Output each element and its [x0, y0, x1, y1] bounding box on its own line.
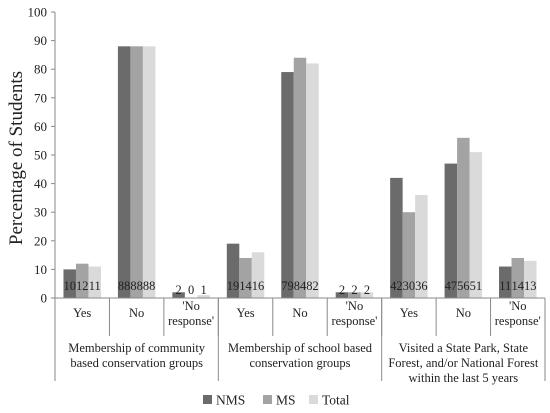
category-label: 'No [182, 299, 200, 313]
data-label: 14 [512, 279, 525, 293]
data-label: 30 [403, 279, 416, 293]
data-label: 36 [415, 279, 428, 293]
bar [402, 212, 416, 298]
bar [130, 46, 143, 298]
category-label: Yes [236, 306, 254, 320]
data-label: 88 [143, 279, 156, 293]
category-label: 'No [346, 299, 364, 313]
bar [469, 152, 483, 298]
data-label: 51 [470, 279, 483, 293]
bar [348, 292, 361, 298]
data-label: 11 [499, 279, 511, 293]
bar [524, 260, 537, 298]
legend-swatch [203, 395, 212, 404]
legend-swatch [309, 395, 318, 404]
category-label: response' [168, 314, 214, 328]
y-tick-label: 70 [34, 90, 47, 105]
data-labels: 10 12 11 88 88 88 2 0 1 19 14 16 79 84 82 2 2 2 42 30 36 47 56… [63, 279, 536, 297]
data-label: 79 [281, 279, 294, 293]
category-label: No [292, 306, 307, 320]
y-tick-label: 0 [41, 291, 48, 306]
category-label: Yes [400, 306, 418, 320]
group-label: Membership of community [68, 341, 206, 355]
bar [390, 177, 403, 298]
y-tick-label: 90 [34, 33, 47, 48]
y-axis-title: Percentage of Students [6, 71, 27, 245]
legend-label: NMS [216, 393, 245, 408]
data-label: 2 [364, 283, 370, 297]
y-tick-label: 40 [34, 176, 47, 191]
bar [306, 63, 319, 299]
bar [142, 46, 156, 298]
bar [457, 137, 470, 298]
y-tick-label: 10 [34, 262, 47, 277]
category-label: response' [331, 314, 377, 328]
bar [75, 263, 89, 298]
data-label: 16 [252, 279, 265, 293]
data-label: 13 [524, 279, 537, 293]
bar [197, 295, 210, 298]
bar [63, 269, 76, 298]
data-label: 2 [339, 283, 345, 297]
legend-label: MS [276, 393, 296, 408]
bar [88, 266, 101, 298]
y-tick-label: 50 [34, 148, 47, 163]
legend-swatch [263, 395, 272, 404]
bar [415, 195, 428, 298]
legend-label: Total [322, 393, 350, 408]
data-label: 47 [445, 279, 458, 293]
group-label: Forest, and/or National Forest [388, 356, 539, 370]
data-label: 2 [175, 283, 181, 297]
group-label: based conservation groups [70, 356, 203, 370]
bar [226, 243, 240, 298]
bar [251, 252, 265, 298]
y-tick-label: 100 [28, 5, 48, 20]
y-axis: 0 10 20 30 40 50 60 70 80 90 100 [28, 5, 56, 306]
data-label: 12 [76, 279, 89, 293]
data-label: 88 [118, 279, 131, 293]
bar [281, 72, 294, 298]
bar [444, 163, 458, 298]
bar [511, 257, 525, 298]
bar [360, 292, 374, 298]
data-label: 2 [351, 283, 357, 297]
data-label: 88 [130, 279, 143, 293]
category-label: response' [495, 314, 541, 328]
data-label: 42 [390, 279, 403, 293]
category-label: 'No [509, 299, 527, 313]
data-label: 10 [63, 279, 76, 293]
category-label: No [456, 306, 471, 320]
y-tick-label: 60 [34, 119, 47, 134]
bar [335, 292, 349, 298]
group-label: within the last 5 years [408, 371, 518, 385]
bar [117, 46, 131, 298]
y-tick-label: 20 [34, 233, 47, 248]
data-label: 19 [227, 279, 240, 293]
y-tick-label: 30 [34, 205, 47, 220]
category-label: No [129, 306, 144, 320]
data-label: 11 [89, 279, 101, 293]
group-label: Visited a State Park, State [399, 341, 529, 355]
group-label: Membership of school based [228, 341, 373, 355]
y-tick-label: 80 [34, 62, 47, 77]
bar [293, 57, 307, 299]
bar [499, 266, 512, 298]
data-label: 56 [457, 279, 470, 293]
legend: NMS MS Total [203, 393, 350, 408]
category-label: Yes [73, 306, 91, 320]
bars [63, 46, 537, 299]
group-label: conservation groups [249, 356, 350, 370]
bar [172, 292, 185, 298]
data-label: 84 [294, 279, 307, 293]
data-label: 1 [200, 283, 206, 297]
data-label: 0 [188, 283, 194, 297]
bar [239, 257, 252, 298]
data-label: 14 [239, 279, 252, 293]
data-label: 82 [306, 279, 319, 293]
